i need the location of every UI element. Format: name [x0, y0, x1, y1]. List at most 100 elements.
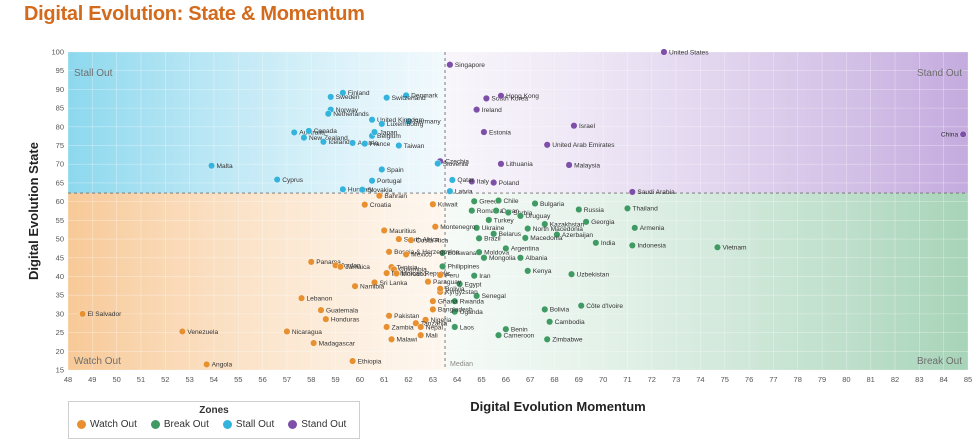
x-tick-label: 60 [356, 375, 364, 384]
legend-label: Watch Out [90, 419, 137, 430]
x-tick-label: 73 [672, 375, 680, 384]
data-point [582, 218, 590, 226]
data-point-label: Venezuela [187, 329, 218, 336]
data-point-label: South Africa [404, 236, 440, 243]
quadrant-label-stall-out: Stall Out [74, 68, 113, 79]
legend-swatch [150, 420, 160, 429]
data-point [495, 197, 503, 205]
data-point [317, 306, 325, 314]
data-point-label: Ghana [438, 298, 458, 305]
data-point-label: Belgium [377, 133, 401, 140]
data-point-label: North Macedonia [533, 226, 584, 233]
data-point-label: Côte d'Ivoire [586, 303, 623, 310]
data-point [713, 243, 721, 251]
y-tick-label: 90 [56, 85, 64, 94]
data-point [402, 250, 410, 258]
data-point [473, 106, 481, 114]
data-point [327, 93, 335, 101]
x-tick-label: 81 [867, 375, 875, 384]
data-point [208, 162, 216, 170]
data-point [492, 207, 500, 215]
x-tick-label: 82 [891, 375, 899, 384]
data-point-label: Israel [579, 123, 596, 130]
data-point-label: Croatia [370, 202, 392, 209]
data-point-label: Jamaica [345, 264, 370, 271]
data-point-label: Nigeria [431, 317, 452, 324]
data-point-label: Norway [336, 107, 359, 114]
x-tick-label: 84 [940, 375, 948, 384]
data-point-label: Germany [414, 119, 442, 126]
page-title: Digital Evolution: State & Momentum [24, 3, 365, 25]
data-point [417, 331, 425, 339]
data-point-label: Singapore [455, 62, 485, 69]
data-point [283, 327, 291, 335]
data-point-label: Latvia [455, 188, 473, 195]
data-point-label: Panama [316, 259, 341, 266]
data-point [324, 110, 332, 118]
x-tick-label: 48 [64, 375, 72, 384]
data-point-label: Lithuania [506, 161, 533, 168]
data-point [429, 297, 437, 305]
x-tick-label: 63 [429, 375, 437, 384]
data-point-label: Bulgaria [540, 201, 565, 208]
data-point [470, 272, 478, 280]
data-point [361, 140, 369, 148]
data-point [456, 280, 464, 288]
data-point [568, 270, 576, 278]
data-point-label: Kenya [533, 268, 552, 275]
data-point-label: Montenegro [440, 224, 476, 231]
data-point [521, 234, 529, 242]
data-point [178, 327, 186, 335]
data-point-label: Armenia [640, 225, 665, 232]
data-point [475, 248, 483, 256]
data-point [307, 258, 315, 266]
x-tick-label: 55 [234, 375, 242, 384]
data-point-label: Argentina [511, 246, 540, 253]
data-point-label: El Salvador [88, 311, 123, 318]
data-point [305, 127, 313, 135]
y-tick-label: 25 [56, 328, 64, 337]
data-point-label: Tanzania [421, 321, 448, 328]
data-point [497, 160, 505, 168]
data-point-label: Denmark [411, 93, 438, 100]
x-tick-label: 49 [88, 375, 96, 384]
x-tick-label: 66 [502, 375, 510, 384]
data-point-label: Benin [511, 327, 528, 334]
data-point [431, 223, 439, 231]
y-tick-label: 15 [56, 366, 64, 375]
data-point-label: Slovenia [443, 161, 469, 168]
data-point-label: Egypt [465, 281, 482, 288]
data-point [273, 176, 281, 184]
data-point [429, 305, 437, 313]
data-point [322, 315, 330, 323]
data-point-label: Italy [477, 179, 490, 186]
data-point-label: Netherlands [333, 111, 369, 118]
data-point [424, 278, 432, 286]
x-axis-title: Digital Evolution Momentum [470, 399, 646, 414]
data-point-label: Greece [479, 199, 501, 206]
y-tick-label: 80 [56, 122, 64, 131]
data-point [553, 231, 561, 239]
data-point [383, 269, 391, 277]
y-axis-title: Digital Evolution State [26, 142, 41, 280]
x-tick-label: 78 [794, 375, 802, 384]
data-point-label: Botswana [448, 250, 477, 257]
data-point-label: Russia [584, 207, 604, 214]
data-point-label: Cambodia [555, 319, 585, 326]
data-point [592, 239, 600, 247]
data-point [490, 179, 498, 187]
data-point [516, 212, 524, 220]
x-tick-label: 79 [818, 375, 826, 384]
data-point [436, 271, 444, 279]
data-point [349, 139, 357, 147]
data-point [451, 308, 459, 316]
data-point-label: Tunisia [397, 264, 418, 271]
x-tick-label: 77 [769, 375, 777, 384]
data-point [541, 305, 549, 313]
data-point-label: Georgia [591, 219, 615, 226]
data-point-label: Bolivia [445, 286, 465, 293]
data-point-label: Canada [314, 128, 337, 135]
data-point [628, 188, 636, 196]
data-point-label: Saudi Arabia [637, 189, 675, 196]
